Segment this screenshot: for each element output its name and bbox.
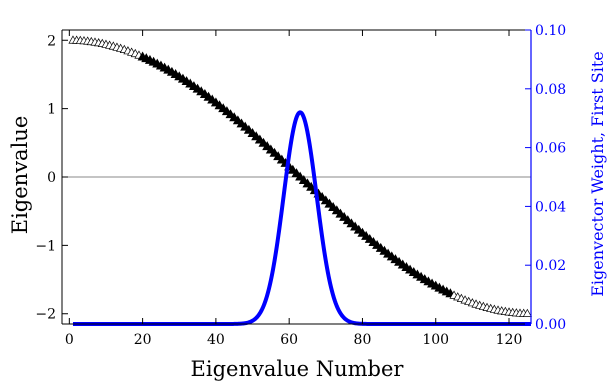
- y-tick-label: 2: [47, 33, 56, 49]
- x-tick-label: 20: [134, 332, 152, 348]
- weight-curve: [71, 110, 533, 326]
- right-axis-ticks: 0.00 0.02 0.04 0.06 0.08 0.10: [525, 23, 566, 333]
- x-tick-label: 80: [354, 332, 372, 348]
- right-tick-label: 0.06: [535, 141, 566, 157]
- x-tick-label: 40: [207, 332, 225, 348]
- right-tick-label: 0.08: [535, 82, 566, 98]
- y-tick-label: 0: [47, 170, 56, 186]
- y-tick-label: −1: [35, 238, 56, 254]
- eigenvalue-series: [68, 35, 532, 317]
- right-tick-label: 0.00: [535, 317, 566, 333]
- y-axis-ticks: −2 −1 0 1 2: [35, 33, 68, 323]
- y-tick-label: 1: [47, 102, 56, 118]
- x-tick-label: 0: [65, 332, 74, 348]
- right-axis-title: Eigenvector Weight, First Site: [588, 51, 607, 297]
- x-axis-title: Eigenvalue Number: [191, 357, 405, 381]
- eigenvector-weight-series: [71, 110, 533, 326]
- right-tick-label: 0.04: [535, 199, 566, 215]
- right-tick-label: 0.02: [535, 258, 566, 274]
- right-tick-label: 0.10: [535, 23, 566, 39]
- eigenvalue-marker: [522, 308, 532, 317]
- x-tick-label: 100: [422, 332, 449, 348]
- y-axis-title: Eigenvalue: [8, 116, 32, 235]
- x-tick-label: 60: [280, 332, 298, 348]
- x-tick-label: 120: [496, 332, 523, 348]
- y-tick-label: −2: [35, 307, 56, 323]
- x-axis-ticks: 0 20 40 60 80 100 120: [65, 30, 523, 348]
